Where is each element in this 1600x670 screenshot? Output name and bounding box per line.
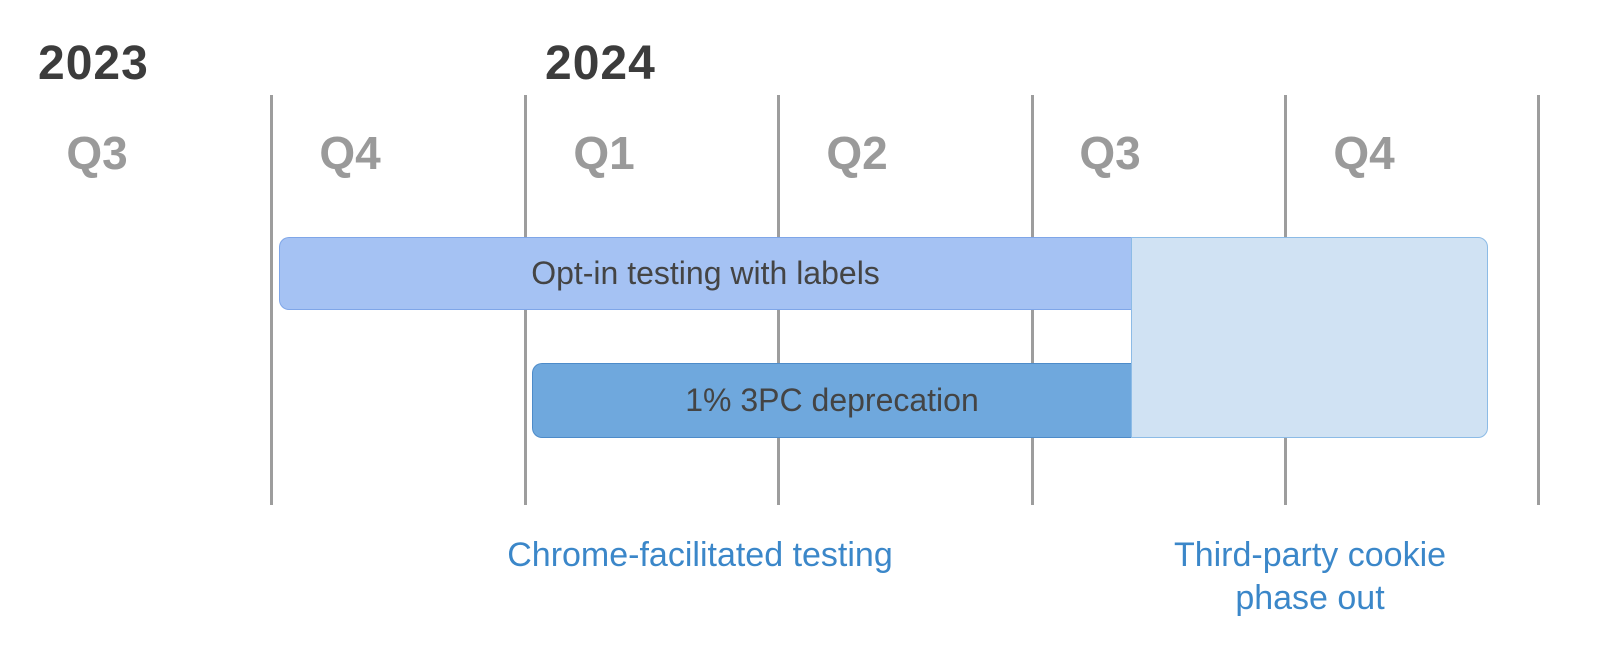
- year-label-2023: 2023: [38, 37, 149, 90]
- quarter-label-q2-2024: Q2: [826, 127, 888, 179]
- year-label-2024: 2024: [545, 37, 656, 90]
- quarter-label-q1-2024: Q1: [573, 127, 635, 179]
- caption-third-party-cookie-phase-out: Third-party cookie phase out: [1125, 534, 1495, 620]
- quarter-divider: [270, 95, 273, 505]
- optin-testing-bar-label: Opt-in testing with labels: [531, 255, 880, 291]
- quarter-label-q4-2024: Q4: [1333, 127, 1395, 179]
- quarter-label-q3-2023: Q3: [66, 127, 128, 179]
- deprecation-bar-label: 1% 3PC deprecation: [685, 382, 979, 418]
- caption-phaseout-line-1: Third-party cookie: [1173, 536, 1447, 574]
- caption-phaseout-line-2: phase out: [1235, 579, 1385, 617]
- quarter-divider: [1537, 95, 1540, 505]
- caption-chrome-facilitated-testing: Chrome-facilitated testing: [507, 536, 893, 574]
- deprecation-bar: 1% 3PC deprecation: [532, 363, 1131, 438]
- quarter-label-q4-2023: Q4: [319, 127, 381, 179]
- optin-testing-bar: Opt-in testing with labels: [279, 237, 1131, 310]
- quarter-label-q3-2024: Q3: [1079, 127, 1141, 179]
- phaseout-block: [1131, 237, 1488, 438]
